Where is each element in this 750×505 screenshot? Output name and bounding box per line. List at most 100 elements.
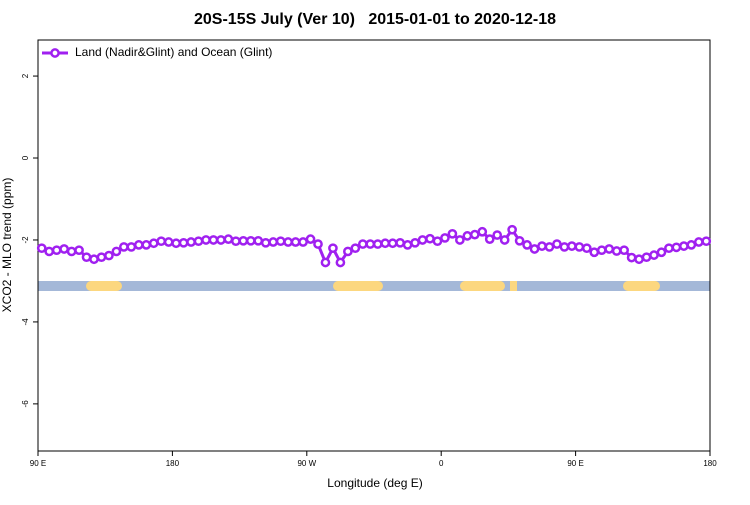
data-point	[372, 239, 383, 249]
data-point	[290, 237, 301, 247]
data-point	[357, 239, 368, 249]
data-point	[619, 245, 629, 256]
data-point	[81, 252, 92, 263]
data-point	[649, 250, 659, 260]
data-point	[178, 237, 189, 248]
x-axis-label: Longitude (deg E)	[327, 476, 422, 490]
data-point	[171, 238, 181, 249]
data-point	[193, 236, 204, 247]
legend-marker	[50, 48, 60, 58]
data-point	[74, 245, 84, 256]
data-point	[260, 237, 271, 248]
data-point	[305, 234, 316, 244]
data-point	[447, 228, 458, 239]
data-point	[59, 244, 69, 254]
x-tick-label: 180	[166, 459, 180, 468]
x-tick-label: 90 W	[297, 459, 316, 468]
data-point	[664, 243, 674, 254]
y-tick-label: 2	[21, 73, 30, 78]
data-point	[156, 236, 167, 247]
data-point	[216, 235, 226, 245]
data-point	[395, 237, 405, 248]
data-point	[544, 242, 555, 252]
data-point	[51, 245, 62, 256]
data-point	[126, 242, 137, 252]
data-point	[298, 237, 308, 247]
data-point	[89, 254, 99, 265]
data-point	[245, 235, 256, 246]
data-point	[148, 238, 159, 249]
data-point	[477, 226, 488, 237]
data-point	[507, 224, 517, 235]
data-point	[380, 238, 391, 249]
data-point	[679, 241, 689, 251]
y-tick-label: 0	[21, 155, 30, 160]
data-point	[484, 234, 495, 244]
data-point	[499, 235, 510, 245]
data-point	[201, 235, 211, 245]
data-point	[656, 247, 667, 258]
data-point	[671, 242, 682, 253]
data-point	[66, 246, 77, 257]
data-point	[402, 240, 413, 250]
data-point	[567, 241, 577, 251]
data-point	[455, 235, 465, 245]
data-point	[313, 239, 323, 249]
x-tick-label: 0	[439, 459, 444, 468]
data-point	[410, 237, 420, 248]
data-point	[365, 239, 376, 249]
y-tick-label: -2	[21, 236, 30, 244]
data-point	[529, 244, 540, 254]
land-patch	[623, 281, 660, 291]
data-point	[581, 243, 592, 254]
data-point	[275, 236, 286, 247]
data-point	[641, 252, 652, 263]
data-point	[417, 235, 428, 245]
land-patch	[86, 281, 122, 291]
chart-title: 20S-15S July (Ver 10) 2015-01-01 to 2020…	[194, 11, 556, 28]
legend-label: Land (Nadir&Glint) and Ocean (Glint)	[75, 45, 272, 59]
data-point	[492, 230, 503, 240]
data-point	[626, 252, 637, 263]
x-tick-label: 90 E	[567, 459, 583, 468]
data-point	[440, 233, 450, 243]
y-axis-label: XCO2 - MLO trend (ppm)	[0, 178, 14, 313]
data-point	[469, 229, 480, 240]
y-tick-label: -6	[21, 400, 30, 408]
data-point	[104, 250, 114, 261]
data-point	[604, 244, 615, 254]
data-point	[320, 257, 331, 268]
data-point	[223, 234, 234, 244]
data-point	[701, 236, 712, 247]
data-point	[133, 240, 144, 250]
land-patch	[510, 281, 517, 291]
data-point	[163, 237, 174, 247]
data-point	[552, 239, 562, 249]
data-point	[611, 246, 622, 256]
data-point	[574, 242, 585, 252]
data-point	[186, 237, 196, 247]
data-point	[350, 243, 361, 254]
data-point	[238, 235, 249, 246]
data-point	[432, 236, 443, 247]
data-point	[596, 245, 607, 256]
data-point	[589, 247, 600, 258]
x-tick-label: 90 E	[30, 459, 46, 468]
data-point	[425, 233, 435, 244]
land-patch	[333, 281, 383, 291]
surface-strip	[38, 281, 710, 291]
data-point	[335, 257, 346, 268]
data-point	[111, 246, 122, 257]
data-point	[328, 243, 338, 254]
data-point	[141, 240, 152, 250]
data-point	[514, 235, 525, 246]
data-point	[537, 241, 547, 251]
data-point	[559, 242, 570, 252]
data-point	[693, 237, 704, 247]
data-point	[634, 254, 644, 265]
data-point	[208, 235, 219, 245]
data-point	[686, 240, 697, 250]
data-point	[253, 235, 264, 246]
data-point	[343, 246, 353, 257]
